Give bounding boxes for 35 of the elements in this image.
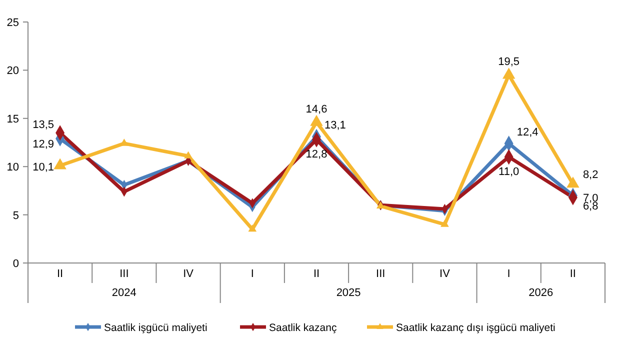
data-label: 13,5: [32, 118, 54, 131]
x-tick-label: IV: [183, 268, 194, 280]
point: [440, 220, 449, 227]
x-tick-label: II: [570, 268, 576, 280]
legend-label: Saatlik kazanç: [269, 322, 337, 334]
x-tick-label: IV: [440, 268, 451, 280]
y-tick-label: 10: [6, 162, 19, 174]
y-tick-label: 20: [6, 65, 19, 78]
data-label: 8,2: [582, 168, 598, 181]
text: 2025: [336, 287, 361, 299]
point: [184, 151, 192, 158]
x-tick-label: III: [376, 268, 386, 280]
y-tick-label: 5: [12, 210, 19, 222]
text: 2024: [112, 287, 136, 299]
data-label: 19,5: [498, 56, 520, 68]
x-tick-label: I: [250, 268, 254, 280]
data-label: 13,1: [324, 120, 346, 132]
y-tick-label: 15: [6, 113, 19, 126]
data-label: 12,4: [516, 126, 538, 138]
x-tick-label: II: [313, 268, 320, 280]
y-tick-label: 0: [12, 258, 19, 270]
legend-label: Saatlik kazanç dışı işgücü maliyeti: [396, 322, 556, 334]
x-tick-label: I: [507, 268, 510, 280]
data-label: 11,0: [498, 166, 520, 178]
x-tick-label: III: [120, 268, 129, 280]
point: [248, 224, 257, 232]
y-tick-label: 25: [6, 17, 19, 29]
x-tick-label: II: [56, 268, 64, 280]
text: 2026: [528, 287, 554, 299]
data-label: 12,8: [306, 148, 328, 161]
data-label: 10,1: [32, 162, 54, 174]
legend-label: Saatlik işgücü maliyeti: [104, 322, 208, 334]
data-label: 14,6: [306, 103, 328, 116]
data-label: 12,9: [32, 138, 54, 151]
data-label: 6,8: [582, 200, 598, 212]
